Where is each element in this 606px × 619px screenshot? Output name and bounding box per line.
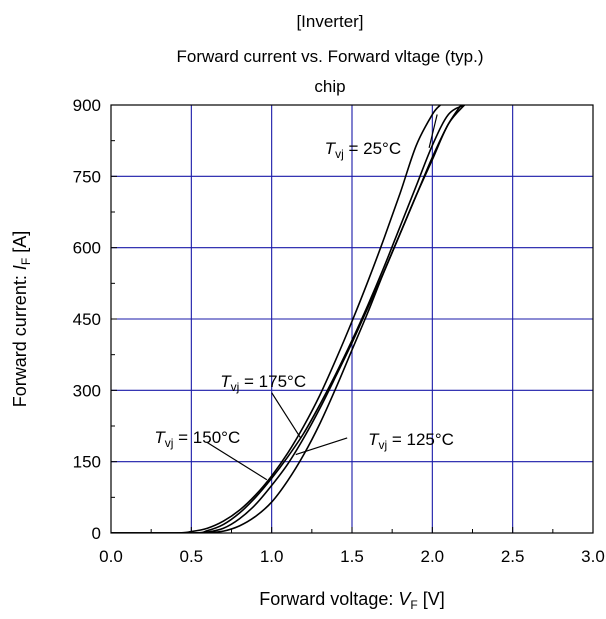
- y-axis-label-symbol: I: [10, 265, 30, 270]
- x-tick-label: 1.5: [340, 547, 364, 566]
- plot-frame: [110, 104, 594, 534]
- x-axis-label-prefix: Forward voltage:: [259, 589, 398, 609]
- x-tick-label: 1.0: [260, 547, 284, 566]
- x-tick-label: 0.0: [99, 547, 123, 566]
- y-axis-label-sub: F: [19, 258, 33, 265]
- x-axis-label-sub: F: [410, 598, 417, 612]
- annotation-label: Tvj = 150°C: [154, 428, 240, 450]
- y-axis-label-unit: [A]: [10, 231, 30, 258]
- annotation-leader-line: [295, 437, 348, 456]
- x-tick-label: 2.5: [501, 547, 525, 566]
- x-tick-label: 2.0: [421, 547, 445, 566]
- y-tick-label: 600: [73, 239, 101, 258]
- x-axis-label-symbol: V: [398, 589, 412, 609]
- y-axis-label-prefix: Forward current:: [10, 270, 30, 407]
- y-tick-label: 450: [73, 310, 101, 329]
- chart-title-line-1: [Inverter]: [296, 12, 363, 31]
- y-tick-label: 0: [92, 524, 101, 543]
- y-axis-label: Forward current: IF [A]: [10, 231, 33, 407]
- y-tick-label: 300: [73, 381, 101, 400]
- y-tick-label: 750: [73, 167, 101, 186]
- x-axis: 0.0 0.5 1.0 1.5 2.0 2.5 3.0: [99, 527, 605, 566]
- y-axis: 0 150 300 450 600 750 900: [73, 96, 117, 543]
- annotation-label: Tvj = 25°C: [325, 139, 401, 161]
- annotation-leader-line: [428, 114, 438, 148]
- curve-annotation-4: Tvj = 125°C: [295, 430, 454, 456]
- x-tick-label: 0.5: [180, 547, 204, 566]
- series-line-4: [111, 105, 465, 533]
- series-line-1: [111, 105, 441, 533]
- x-tick-label: 3.0: [581, 547, 605, 566]
- y-tick-label: 900: [73, 96, 101, 115]
- curve-annotation-3: Tvj = 150°C: [154, 428, 268, 481]
- annotation-label: Tvj = 125°C: [368, 430, 454, 452]
- series-line-3: [111, 105, 463, 533]
- chart-title-line-2: Forward current vs. Forward vltage (typ.…: [176, 47, 483, 66]
- annotation-label: Tvj = 175°C: [220, 372, 306, 394]
- annotation-leader-line: [207, 442, 268, 481]
- x-axis-label-unit: [V]: [418, 589, 445, 609]
- annotation-leader-line: [271, 392, 302, 439]
- x-axis-label: Forward voltage: VF [V]: [259, 589, 444, 612]
- y-tick-label: 150: [73, 453, 101, 472]
- series-lines: [111, 105, 466, 533]
- curve-annotation-2: Tvj = 175°C: [220, 372, 306, 439]
- grid: [111, 105, 593, 533]
- curve-annotations: Tvj = 25°C Tvj = 175°C Tvj = 150°C Tvj = 12…: [154, 114, 454, 481]
- curve-annotation-1: Tvj = 25°C: [325, 114, 438, 161]
- chart-title-line-3: chip: [314, 77, 345, 96]
